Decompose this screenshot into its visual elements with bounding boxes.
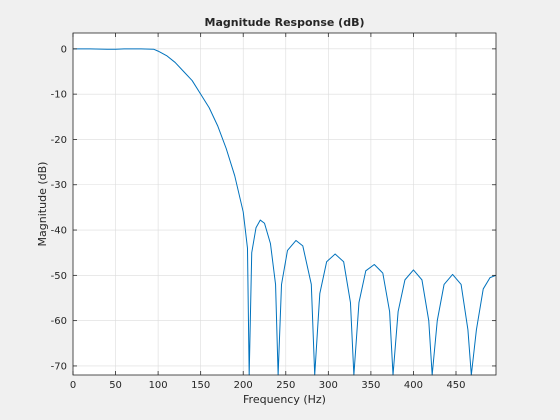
x-tick-label: 150	[191, 380, 210, 391]
y-tick-label: -50	[51, 271, 67, 282]
y-axis-label: Magnitude (dB)	[36, 162, 49, 247]
x-tick-label: 350	[361, 380, 380, 391]
x-tick-label: 50	[109, 380, 122, 391]
x-tick-label: 0	[70, 380, 76, 391]
x-tick-label: 200	[234, 380, 253, 391]
x-tick-label: 400	[404, 380, 423, 391]
y-tick-label: -40	[51, 226, 67, 237]
grid	[72, 33, 496, 375]
x-tick-label: 300	[319, 380, 338, 391]
y-axis-ticks: 0 -10 -20 -30 -40 -50 -60 -70	[51, 44, 496, 372]
x-tick-label: 450	[446, 380, 465, 391]
y-tick-label: -70	[51, 361, 67, 372]
plot-area	[73, 33, 496, 375]
y-tick-label: -60	[51, 316, 67, 327]
chart-title: Magnitude Response (dB)	[205, 16, 365, 29]
y-tick-label: 0	[61, 44, 67, 55]
x-tick-label: 100	[149, 380, 168, 391]
x-axis-label: Frequency (Hz)	[243, 393, 326, 406]
y-tick-label: -20	[51, 135, 67, 146]
y-tick-label: -10	[51, 90, 67, 101]
x-tick-label: 250	[276, 380, 295, 391]
x-axis-ticks: 0 50 100 150 200 250 300 350 400 450	[70, 33, 466, 391]
axes-box	[72, 32, 497, 376]
y-tick-label: -30	[51, 180, 67, 191]
